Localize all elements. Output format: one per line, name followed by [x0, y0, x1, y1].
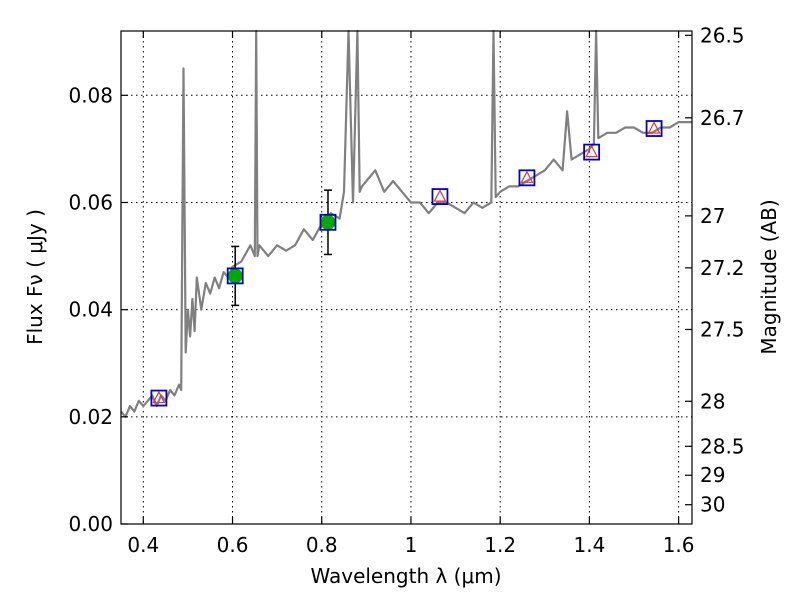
model-triangle	[433, 189, 447, 202]
plot-frame	[120, 30, 693, 525]
x-tick-label: 1.6	[663, 533, 695, 557]
y-tick-label: 0.08	[68, 83, 113, 107]
x-tick-label: 0.6	[217, 533, 249, 557]
model-box	[645, 120, 663, 137]
model-triangle	[647, 121, 661, 134]
x-tick-label: 1.2	[484, 533, 516, 557]
observed-point	[320, 214, 336, 230]
x-axis-label: Wavelength λ (μm)	[310, 564, 501, 588]
grid-lines	[121, 31, 692, 525]
right-tick-label: 28.5	[700, 434, 745, 458]
right-tick-label: 26.5	[700, 23, 745, 47]
model-triangle	[152, 390, 166, 404]
y-tick-label: 0.02	[68, 405, 113, 429]
x-tick-label: 1.4	[573, 533, 605, 557]
x-tick-label: 0.4	[127, 533, 159, 557]
observed-point	[227, 268, 243, 284]
axis-ticks: 0.4 0.6 0.8 1 1.2 1.4 1.6 0.00 0.02 0.04 0.06 0.08 2…	[68, 23, 744, 557]
model-box	[518, 169, 536, 187]
right-tick-label: 27.2	[700, 256, 745, 280]
y-tick-label: 0.00	[68, 512, 113, 536]
model-box	[431, 188, 449, 205]
right-tick-label: 27	[700, 204, 725, 228]
right-tick-label: 26.7	[700, 106, 745, 130]
spectrum-line	[120, 29, 692, 418]
model-triangle	[520, 170, 534, 183]
y-tick-label: 0.06	[68, 190, 113, 214]
model-box	[150, 389, 168, 407]
right-tick-label: 29	[700, 463, 725, 487]
y-axis-label: Flux Fν ( μJy )	[23, 209, 47, 345]
model-triangle	[585, 144, 599, 158]
model-box	[319, 213, 337, 231]
right-tick-label: 27.5	[700, 317, 745, 341]
right-tick-label: 28	[700, 389, 725, 413]
model-box	[583, 143, 601, 161]
model-box	[226, 267, 244, 285]
y-axis-right-label: Magnitude (AB)	[757, 199, 781, 354]
x-tick-label: 0.8	[306, 533, 338, 557]
y-tick-label: 0.04	[68, 298, 113, 322]
right-tick-label: 30	[700, 493, 725, 517]
photometry-points	[150, 120, 663, 407]
spectrum-series	[120, 29, 692, 418]
x-tick-label: 1	[405, 533, 418, 557]
